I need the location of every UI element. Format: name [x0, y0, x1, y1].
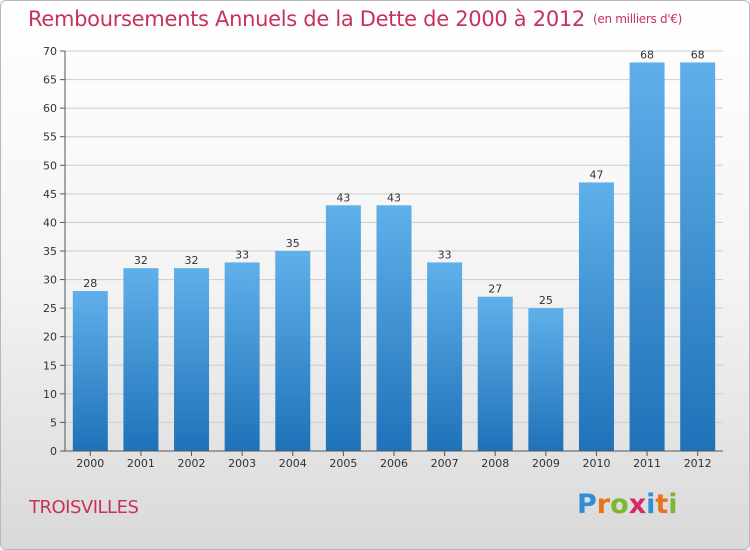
logo-letter: x	[628, 489, 647, 520]
x-tick-label: 2008	[481, 457, 509, 470]
commune-name: TROISVILLES	[29, 497, 139, 518]
x-tick-label: 2006	[380, 457, 408, 470]
bar	[629, 62, 665, 452]
bar-value-label: 33	[438, 248, 452, 261]
logo-letter: o	[610, 489, 629, 520]
bar	[174, 268, 210, 451]
x-tick-label: 2001	[127, 457, 155, 470]
bar	[376, 205, 412, 451]
y-tick-label: 5	[50, 416, 57, 429]
bars: 28 32 32 33 35 43 43 33 27 25 47 68 68	[72, 48, 716, 452]
y-tick-label: 10	[43, 388, 57, 401]
x-tick-label: 2002	[178, 457, 206, 470]
y-tick-label: 60	[43, 102, 57, 115]
x-tick-label: 2009	[532, 457, 560, 470]
bar	[325, 205, 361, 451]
bar	[427, 262, 463, 451]
bar-value-label: 33	[235, 248, 249, 261]
bar	[477, 296, 513, 451]
y-tick-label: 25	[43, 302, 57, 315]
x-tick-label: 2012	[684, 457, 712, 470]
y-tick-label: 70	[43, 45, 57, 58]
y-tick-label: 65	[43, 74, 57, 87]
y-tick-label: 55	[43, 131, 57, 144]
chart-unit: (en milliers d'€)	[593, 12, 683, 26]
y-tick-label: 0	[50, 445, 57, 458]
bar	[680, 62, 716, 452]
bar	[224, 262, 260, 451]
y-tick-label: 35	[43, 245, 57, 258]
bar-value-label: 25	[539, 294, 553, 307]
bar-value-label: 68	[640, 48, 654, 61]
chart-title: Remboursements Annuels de la Dette de 20…	[28, 7, 682, 31]
x-tick-label: 2000	[76, 457, 104, 470]
bar-value-label: 43	[387, 191, 401, 204]
chart-title-text: Remboursements Annuels de la Dette de 20…	[28, 7, 585, 31]
bar-value-label: 47	[589, 168, 603, 181]
bar	[528, 308, 564, 451]
x-tick-label: 2010	[582, 457, 610, 470]
x-tick-label: 2005	[329, 457, 357, 470]
y-tick-label: 30	[43, 274, 57, 287]
bar-value-label: 32	[134, 254, 148, 267]
logo-letter: r	[596, 489, 611, 520]
bar	[72, 291, 108, 451]
bar	[578, 182, 614, 451]
x-tick-label: 2011	[633, 457, 661, 470]
logo-letter: t	[655, 489, 669, 520]
bar-value-label: 35	[286, 237, 300, 250]
bar-value-label: 32	[185, 254, 199, 267]
y-tick-label: 20	[43, 331, 57, 344]
y-tick-label: 40	[43, 216, 57, 229]
bar-value-label: 28	[83, 277, 97, 290]
x-tick-label: 2007	[431, 457, 459, 470]
y-tick-label: 45	[43, 188, 57, 201]
logo-letter: i	[646, 489, 656, 520]
logo-letter: i	[668, 489, 678, 520]
bar-value-label: 27	[488, 283, 502, 296]
bar	[275, 251, 311, 451]
logo-letter: P	[577, 489, 597, 520]
bar-value-label: 68	[691, 48, 705, 61]
x-tick-label: 2004	[279, 457, 307, 470]
x-tick-label: 2003	[228, 457, 256, 470]
y-tick-label: 15	[43, 359, 57, 372]
proxiti-logo: Proxiti	[577, 489, 678, 520]
y-tick-label: 50	[43, 159, 57, 172]
bar-value-label: 43	[336, 191, 350, 204]
bar	[123, 268, 159, 451]
axes: 0 5 10 15 20 25 30 35 40 45 50 55 60 65 70 2000 2001 2002…	[43, 45, 723, 470]
